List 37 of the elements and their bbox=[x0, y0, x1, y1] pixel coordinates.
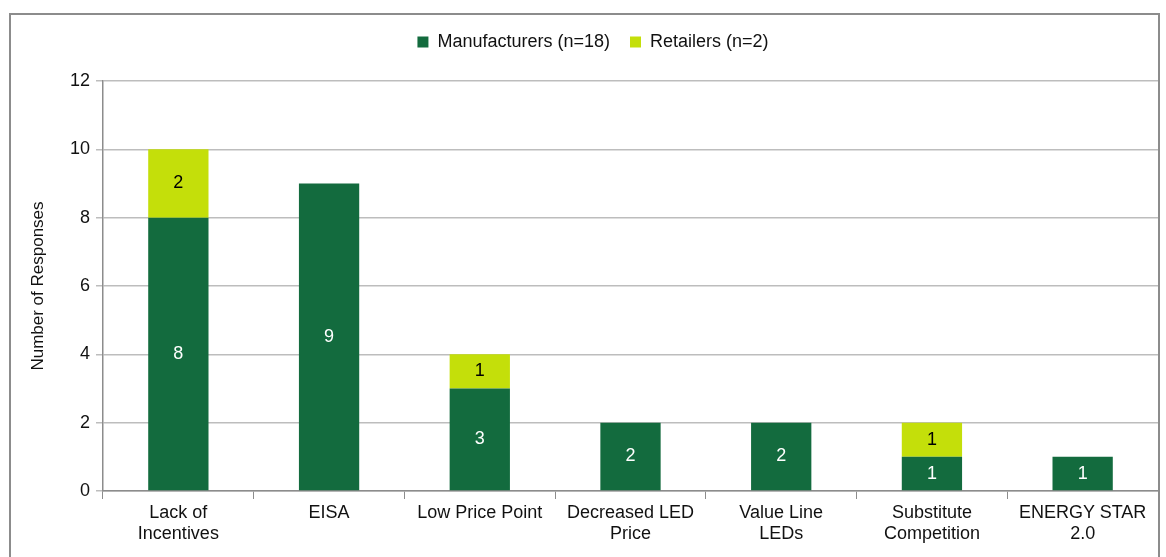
data-label: 1 bbox=[1077, 462, 1088, 483]
data-label: 2 bbox=[625, 445, 636, 466]
bar bbox=[600, 422, 661, 491]
data-label: 3 bbox=[474, 428, 485, 449]
bar bbox=[901, 456, 963, 491]
data-label: 1 bbox=[474, 360, 485, 381]
legend-label: Manufacturers (n=18) bbox=[437, 30, 611, 51]
y-tick-label: 8 bbox=[79, 206, 90, 227]
bar bbox=[298, 183, 360, 491]
data-label: 9 bbox=[324, 325, 335, 346]
data-label: 2 bbox=[776, 445, 787, 466]
y-tick-label: 10 bbox=[69, 138, 90, 159]
y-tick-label: 6 bbox=[79, 274, 90, 295]
legend-label: Retailers (n=2) bbox=[650, 30, 769, 51]
bar bbox=[901, 422, 963, 457]
y-axis-title: Number of Responses bbox=[27, 201, 47, 371]
x-tick-label: Decreased LED Price bbox=[566, 501, 695, 544]
bar bbox=[449, 388, 510, 491]
y-tick-label: 12 bbox=[69, 69, 90, 90]
data-label: 8 bbox=[173, 342, 184, 363]
x-tick-label: Substitute Competition bbox=[883, 501, 980, 544]
data-label: 2 bbox=[173, 172, 184, 193]
x-tick-label: Low Price Point bbox=[417, 501, 543, 522]
bar bbox=[148, 217, 209, 491]
y-tick-label: 0 bbox=[79, 479, 90, 500]
bar bbox=[751, 422, 812, 491]
y-tick-label: 2 bbox=[79, 411, 90, 432]
bar bbox=[449, 354, 510, 389]
x-tick-label: ENERGY STAR 2.0 bbox=[1018, 501, 1147, 544]
data-label: 1 bbox=[926, 462, 937, 483]
bar bbox=[1052, 456, 1113, 491]
y-tick-label: 4 bbox=[79, 343, 90, 364]
x-tick-label: Value Line LEDs bbox=[739, 501, 824, 544]
x-tick-label: Lack of Incentives bbox=[137, 501, 219, 544]
data-label: 1 bbox=[926, 428, 937, 449]
x-tick-label: EISA bbox=[308, 501, 350, 522]
bar bbox=[148, 149, 209, 218]
